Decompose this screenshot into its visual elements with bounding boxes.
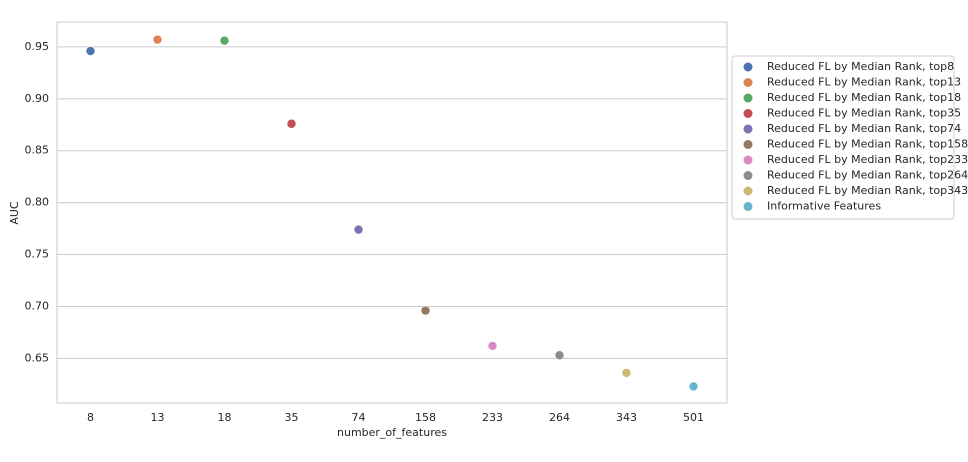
y-tick-label: 0.65 (25, 351, 50, 364)
y-tick-label: 0.95 (25, 40, 50, 53)
legend-marker (743, 155, 753, 165)
legend-marker (743, 93, 753, 103)
point (219, 35, 230, 46)
y-tick-label: 0.75 (25, 248, 50, 261)
x-tick-label: 74 (352, 411, 366, 424)
plot-frame (56, 21, 728, 404)
legend-label: Reduced FL by Median Rank, top18 (767, 91, 961, 104)
y-tick-label: 0.70 (25, 299, 50, 312)
legend-marker (743, 124, 753, 134)
point (487, 341, 498, 351)
legend-label: Reduced FL by Median Rank, top158 (767, 138, 968, 151)
point (85, 46, 96, 56)
y-axis-label: AUC (8, 201, 21, 225)
y-tick-label: 0.90 (25, 92, 50, 105)
legend-label: Reduced FL by Median Rank, top343 (767, 184, 968, 197)
point (554, 350, 565, 361)
point (688, 381, 699, 392)
legend-marker (743, 171, 753, 180)
legend-label: Informative Features (767, 200, 881, 213)
y-tick-label: 0.80 (25, 196, 50, 209)
x-tick-label: 501 (683, 411, 704, 424)
x-tick-label: 35 (285, 411, 299, 424)
x-tick-label: 158 (415, 411, 436, 424)
point (286, 118, 297, 129)
x-tick-label: 18 (218, 411, 232, 424)
point (152, 34, 163, 45)
legend-marker (743, 202, 753, 211)
legend-marker (743, 109, 753, 118)
legend-marker (743, 140, 753, 149)
x-tick-label: 343 (616, 411, 637, 424)
x-tick-label: 13 (151, 411, 165, 424)
point (353, 224, 364, 235)
legend-label: Reduced FL by Median Rank, top233 (767, 153, 968, 166)
point (420, 305, 431, 316)
x-tick-label: 8 (87, 411, 94, 424)
legend-label: Reduced FL by Median Rank, top13 (767, 76, 961, 89)
x-tick-label: 264 (549, 411, 570, 424)
x-tick-label: 233 (482, 411, 503, 424)
x-axis-label: number_of_features (337, 426, 447, 439)
point (621, 368, 632, 378)
legend-box (731, 55, 955, 220)
y-tick-label: 0.85 (25, 144, 50, 157)
legend-label: Reduced FL by Median Rank, top74 (767, 122, 961, 135)
legend-label: Reduced FL by Median Rank, top8 (767, 60, 954, 73)
legend-marker (743, 78, 753, 87)
legend-label: Reduced FL by Median Rank, top35 (767, 107, 961, 120)
legend-label: Reduced FL by Median Rank, top264 (767, 169, 968, 182)
legend-marker (743, 186, 753, 196)
legend-marker (743, 62, 753, 72)
